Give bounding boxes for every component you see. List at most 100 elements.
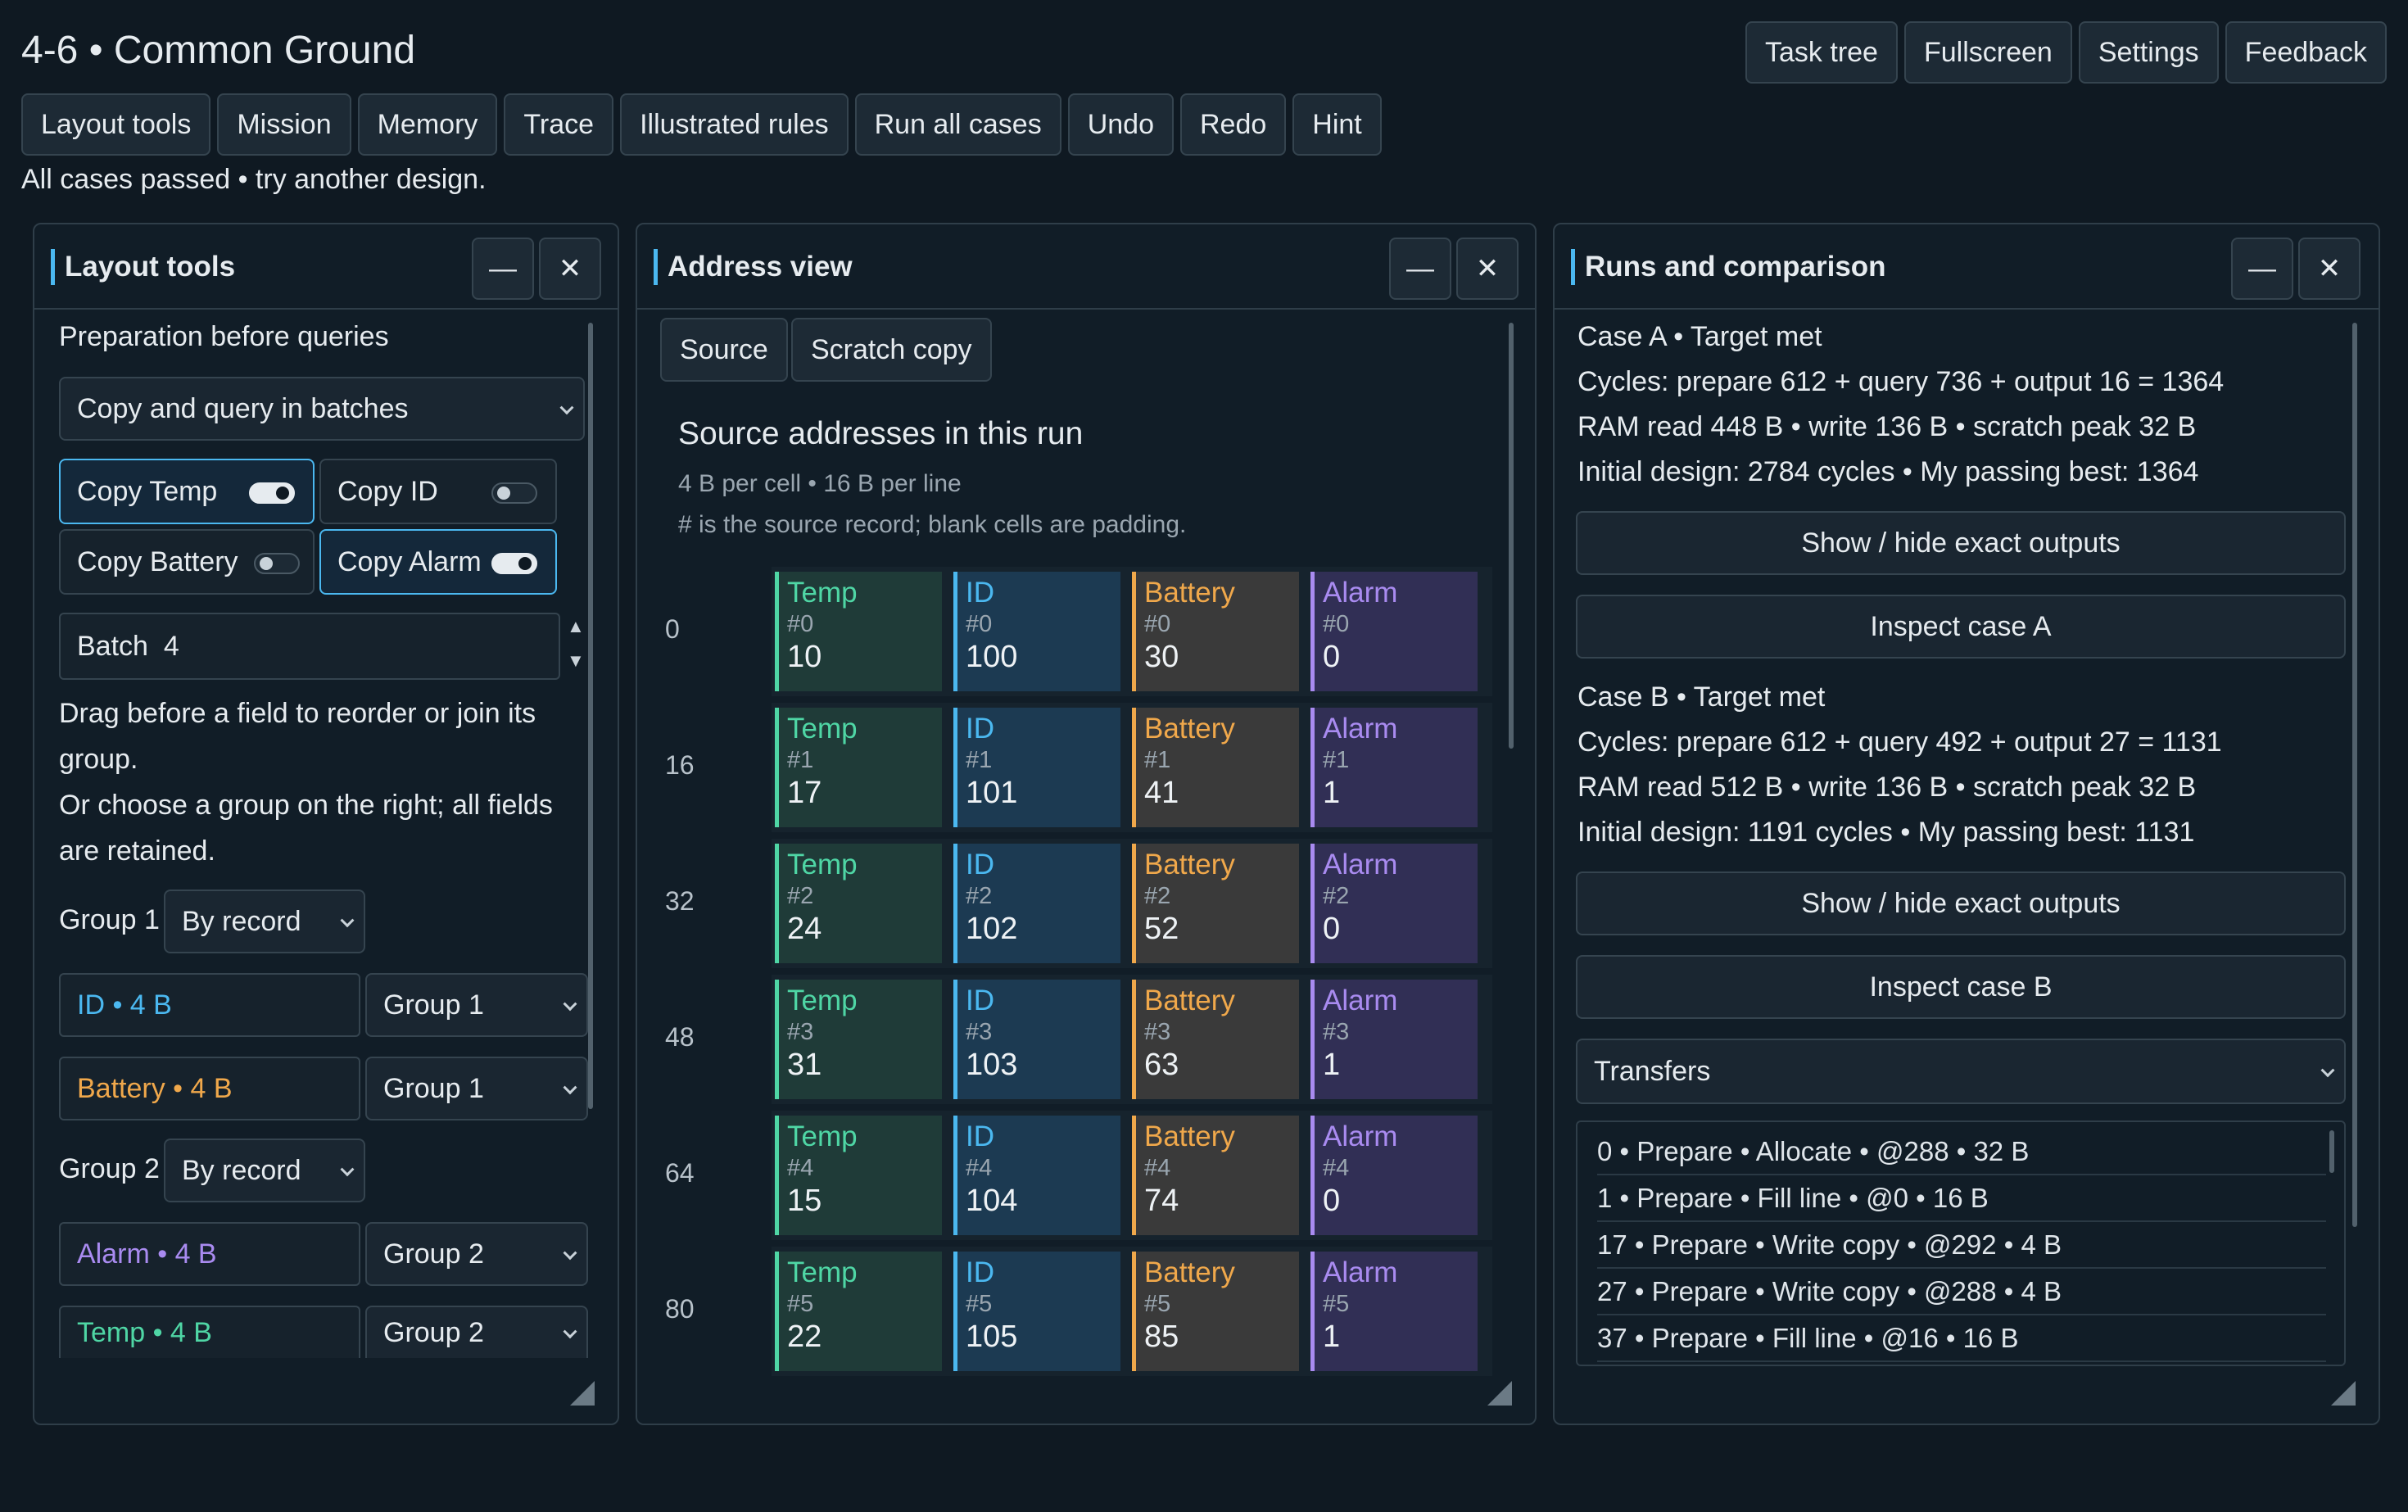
scrollbar[interactable]: [588, 323, 593, 1109]
toggle-copy-battery[interactable]: Copy Battery: [59, 529, 315, 595]
inspect-case-a-button[interactable]: Inspect case A: [1576, 595, 2346, 659]
toggle-copy-id[interactable]: Copy ID: [319, 459, 557, 524]
memory-cell[interactable]: Alarm #1 1: [1310, 708, 1478, 827]
memory-button[interactable]: Memory: [357, 93, 498, 156]
resize-grip-icon[interactable]: [2331, 1381, 2356, 1406]
memory-cell[interactable]: Battery #3 63: [1132, 980, 1299, 1099]
transfers-select[interactable]: Transfers: [1576, 1039, 2346, 1104]
field-battery-group-select[interactable]: Group 1: [365, 1057, 588, 1120]
hint-button[interactable]: Hint: [1292, 93, 1382, 156]
minimize-button[interactable]: —: [472, 238, 534, 300]
group-1-order-select[interactable]: By record: [164, 890, 365, 953]
memory-cell[interactable]: Alarm #3 1: [1310, 980, 1478, 1099]
field-temp[interactable]: Temp • 4 B: [59, 1306, 360, 1358]
address-heading: Source addresses in this run: [678, 416, 1084, 451]
toggle-copy-alarm[interactable]: Copy Alarm: [319, 529, 557, 595]
switch-on: [491, 553, 537, 574]
memory-cell[interactable]: Alarm #0 0: [1310, 572, 1478, 691]
layout-tools-button[interactable]: Layout tools: [21, 93, 211, 156]
stepper-up-icon[interactable]: ▲: [567, 616, 585, 636]
mode-select[interactable]: Copy and query in batches: [59, 377, 585, 441]
stepper-down-icon[interactable]: ▼: [567, 650, 585, 671]
cell-field-name: Temp: [787, 577, 858, 609]
list-item[interactable]: 0 • Prepare • Allocate • @288 • 32 B: [1597, 1129, 2326, 1175]
close-button[interactable]: ✕: [539, 238, 601, 300]
memory-cell[interactable]: ID #4 104: [953, 1116, 1120, 1235]
memory-cell[interactable]: Battery #5 85: [1132, 1252, 1299, 1371]
scrollbar[interactable]: [1509, 323, 1514, 749]
memory-cell[interactable]: Temp #1 17: [775, 708, 942, 827]
close-button[interactable]: ✕: [1456, 238, 1519, 300]
memory-cell[interactable]: Alarm #4 0: [1310, 1116, 1478, 1235]
memory-cell[interactable]: Alarm #5 1: [1310, 1252, 1478, 1371]
minimize-button[interactable]: —: [1389, 238, 1451, 300]
memory-cell[interactable]: ID #5 105: [953, 1252, 1120, 1371]
toolbar: Layout tools Mission Memory Trace Illust…: [21, 93, 1382, 156]
field-alarm-group-select[interactable]: Group 2: [365, 1222, 588, 1286]
memory-cell[interactable]: Temp #3 31: [775, 980, 942, 1099]
resize-grip-icon[interactable]: [570, 1381, 595, 1406]
case-b-head: Case B • Target met: [1577, 681, 1826, 713]
memory-cell[interactable]: Alarm #2 0: [1310, 844, 1478, 963]
memory-cell[interactable]: Battery #4 74: [1132, 1116, 1299, 1235]
memory-cell[interactable]: Temp #0 10: [775, 572, 942, 691]
resize-grip-icon[interactable]: [1487, 1381, 1512, 1406]
toggle-label: Copy ID: [337, 475, 438, 507]
scrollbar[interactable]: [2352, 323, 2357, 1227]
group-2-order-select[interactable]: By record: [164, 1139, 365, 1202]
memory-cell[interactable]: Battery #1 41: [1132, 708, 1299, 827]
close-button[interactable]: ✕: [2298, 238, 2360, 300]
redo-button[interactable]: Redo: [1180, 93, 1287, 156]
memory-cell[interactable]: ID #1 101: [953, 708, 1120, 827]
minimize-button[interactable]: —: [2231, 238, 2293, 300]
cell-record-index: #2: [787, 883, 814, 909]
memory-cell[interactable]: ID #3 103: [953, 980, 1120, 1099]
cell-value: 63: [1144, 1048, 1179, 1082]
undo-button[interactable]: Undo: [1067, 93, 1174, 156]
task-tree-button[interactable]: Task tree: [1745, 21, 1898, 84]
inspect-case-b-button[interactable]: Inspect case B: [1576, 955, 2346, 1019]
cell-record-index: #4: [787, 1155, 814, 1181]
settings-button[interactable]: Settings: [2078, 21, 2219, 84]
batch-stepper[interactable]: Batch 4: [59, 613, 560, 680]
cell-value: 41: [1144, 776, 1179, 810]
memory-cell[interactable]: Battery #2 52: [1132, 844, 1299, 963]
fullscreen-button[interactable]: Fullscreen: [1903, 21, 2072, 84]
cell-record-index: #0: [1323, 611, 1350, 637]
scrollbar[interactable]: [2329, 1130, 2334, 1173]
list-item[interactable]: 37 • Prepare • Fill line • @16 • 16 B: [1597, 1315, 2326, 1362]
cell-record-index: #4: [1144, 1155, 1171, 1181]
illustrated-rules-button[interactable]: Illustrated rules: [620, 93, 849, 156]
memory-cell[interactable]: ID #0 100: [953, 572, 1120, 691]
cell-field-name: Alarm: [1323, 1120, 1398, 1152]
list-item[interactable]: 27 • Prepare • Write copy • @288 • 4 B: [1597, 1269, 2326, 1315]
field-temp-group-select[interactable]: Group 2: [365, 1306, 588, 1358]
mode-value: Copy and query in batches: [77, 392, 409, 424]
feedback-button[interactable]: Feedback: [2225, 21, 2387, 84]
cell-field-name: Alarm: [1323, 849, 1398, 880]
toggle-copy-temp[interactable]: Copy Temp: [59, 459, 315, 524]
trace-button[interactable]: Trace: [504, 93, 614, 156]
field-id-group-select[interactable]: Group 1: [365, 973, 588, 1037]
list-item[interactable]: 1 • Prepare • Fill line • @0 • 16 B: [1597, 1175, 2326, 1222]
case-a-show-outputs-button[interactable]: Show / hide exact outputs: [1576, 511, 2346, 575]
address-subtitle-1: 4 B per cell • 16 B per line: [678, 470, 962, 497]
mission-button[interactable]: Mission: [217, 93, 351, 156]
cell-value: 0: [1323, 912, 1341, 946]
list-item[interactable]: 17 • Prepare • Write copy • @292 • 4 B: [1597, 1222, 2326, 1269]
memory-cell[interactable]: Temp #4 15: [775, 1116, 942, 1235]
memory-cell[interactable]: Battery #0 30: [1132, 572, 1299, 691]
field-id[interactable]: ID • 4 B: [59, 973, 360, 1037]
memory-cell[interactable]: Temp #2 24: [775, 844, 942, 963]
tab-scratch-copy[interactable]: Scratch copy: [791, 318, 992, 382]
memory-cell[interactable]: ID #2 102: [953, 844, 1120, 963]
memory-cell[interactable]: Temp #5 22: [775, 1252, 942, 1371]
tab-source[interactable]: Source: [660, 318, 788, 382]
case-b-show-outputs-button[interactable]: Show / hide exact outputs: [1576, 871, 2346, 935]
field-alarm[interactable]: Alarm • 4 B: [59, 1222, 360, 1286]
address-subtitle-2: # is the source record; blank cells are …: [678, 511, 1187, 538]
run-all-cases-button[interactable]: Run all cases: [854, 93, 1061, 156]
field-battery[interactable]: Battery • 4 B: [59, 1057, 360, 1120]
cell-value: 15: [787, 1184, 822, 1218]
batch-label: Batch: [77, 630, 148, 662]
